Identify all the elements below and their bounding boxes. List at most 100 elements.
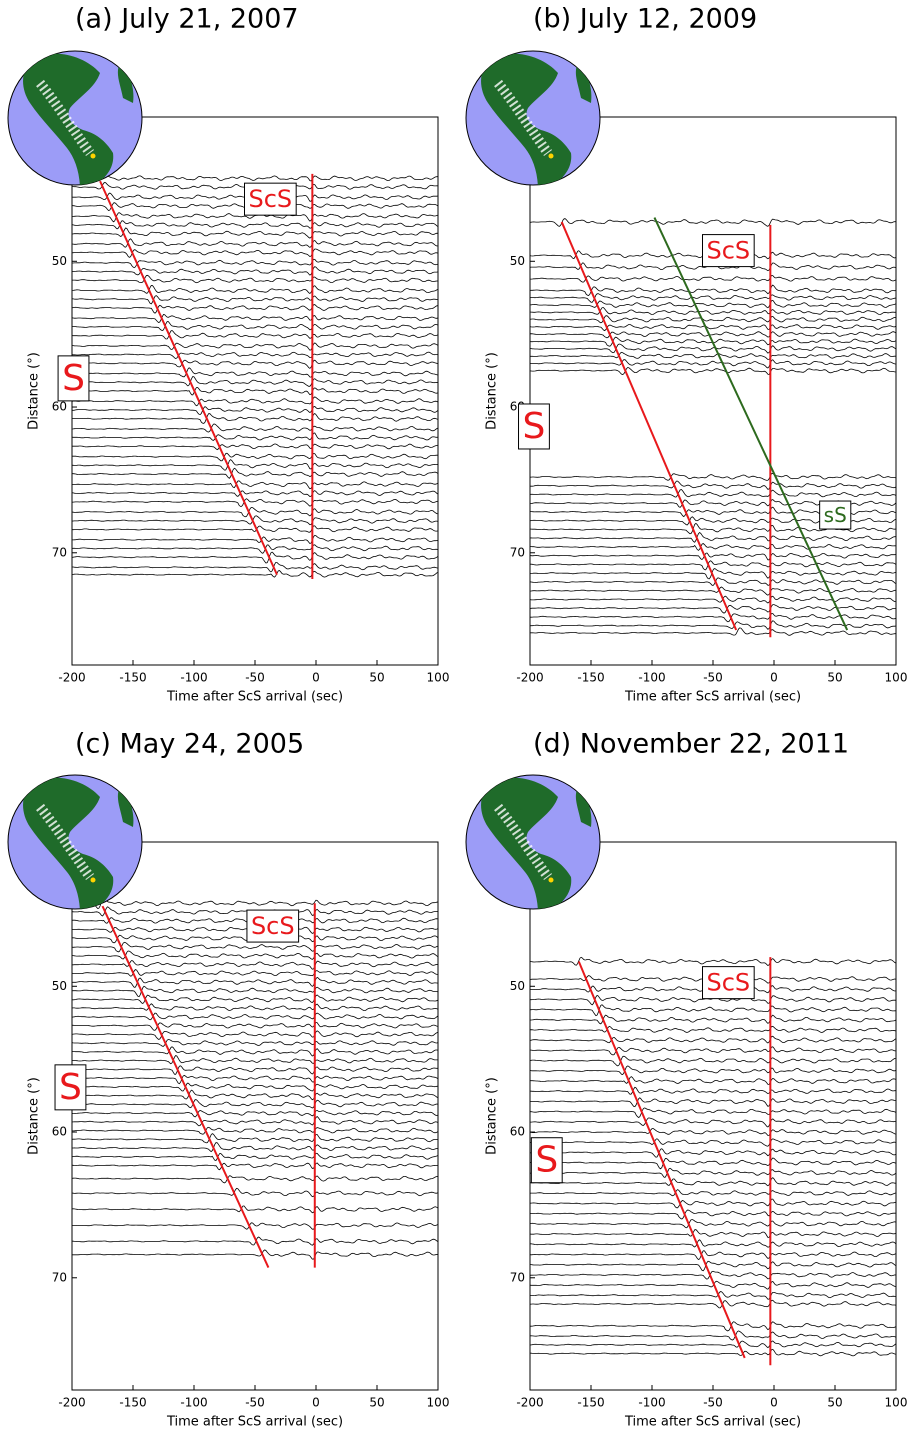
y-axis-label: Distance (°) xyxy=(27,352,42,430)
seismogram-trace xyxy=(72,1236,438,1246)
seismogram-trace xyxy=(72,968,438,977)
seismogram-trace xyxy=(72,1003,438,1012)
seismogram-trace xyxy=(530,299,896,309)
seismogram-trace xyxy=(530,472,896,481)
seismogram-trace xyxy=(72,321,438,332)
seismogram-trace xyxy=(530,1138,896,1147)
seismogram-trace xyxy=(530,620,896,630)
seismogram-trace xyxy=(530,1291,896,1300)
seismogram-trace xyxy=(72,994,438,1004)
seismogram-trace xyxy=(530,1177,896,1187)
seismogram-trace xyxy=(72,1065,438,1075)
x-tick-label: 50 xyxy=(827,1396,842,1410)
phase-label-box xyxy=(530,1137,563,1184)
panel-title: (a) July 21, 2007 xyxy=(75,4,299,35)
seismogram-trace xyxy=(72,1126,438,1135)
x-tick-label: 100 xyxy=(427,1396,450,1410)
seismogram-trace xyxy=(72,985,438,998)
seismogram-trace xyxy=(530,586,896,596)
x-tick-label: 0 xyxy=(770,671,778,685)
seismogram-trace xyxy=(72,1099,438,1109)
x-axis-label: Time after ScS arrival (sec) xyxy=(166,1415,343,1430)
seismogram-trace xyxy=(530,324,896,332)
seismogram-trace xyxy=(530,293,896,303)
seismogram-trace xyxy=(72,443,438,451)
seismogram-trace xyxy=(72,351,438,360)
seismogram-trace xyxy=(72,1021,438,1031)
seismogram-trace xyxy=(530,1117,896,1128)
seismogram-trace xyxy=(72,359,438,369)
seismogram-trace xyxy=(530,218,896,227)
phase-label: S xyxy=(535,1140,558,1181)
phase-label-box xyxy=(244,182,297,216)
seismogram-trace xyxy=(72,467,438,479)
seismogram-trace xyxy=(530,531,896,543)
seismogram-trace xyxy=(72,432,438,441)
phase-line xyxy=(653,217,849,631)
seismogram-trace xyxy=(72,1115,438,1127)
seismogram-trace xyxy=(530,627,896,636)
globe-inset xyxy=(466,51,600,190)
seismogram-trace xyxy=(72,423,438,433)
seismogram-trace xyxy=(72,534,438,544)
y-tick-label: 50 xyxy=(510,254,525,268)
seismogram-trace xyxy=(530,595,896,604)
plot-frame xyxy=(529,841,897,1391)
seismogram-trace xyxy=(530,1189,896,1197)
phase-label-box xyxy=(246,909,300,943)
panel-title: (c) May 24, 2005 xyxy=(75,729,304,760)
seismogram-trace xyxy=(72,1030,438,1040)
seismogram-trace xyxy=(72,976,438,988)
seismogram-trace xyxy=(72,1133,438,1144)
seismogram-trace xyxy=(530,1229,896,1238)
phase-line xyxy=(577,961,746,1359)
seismogram-trace xyxy=(530,1330,896,1341)
seismogram-trace xyxy=(72,376,438,387)
seismogram-trace xyxy=(530,1209,896,1220)
x-tick-label: 0 xyxy=(770,1396,778,1410)
seismogram-trace xyxy=(72,1054,438,1065)
seismogram-trace xyxy=(530,1157,896,1170)
traces xyxy=(530,956,896,1357)
seismogram-trace xyxy=(530,1097,896,1108)
seismogram-trace xyxy=(530,1260,896,1272)
seismogram-trace xyxy=(72,248,438,258)
seismogram-trace xyxy=(530,275,896,283)
seismogram-trace xyxy=(530,284,896,296)
seismogram-trace xyxy=(530,489,896,498)
phase-label: S xyxy=(62,358,85,399)
seismogram-trace xyxy=(72,387,438,396)
seismogram-trace xyxy=(530,1198,896,1209)
seismogram-trace xyxy=(530,1046,896,1056)
seismogram-trace xyxy=(530,1076,896,1085)
seismogram-trace xyxy=(72,459,438,471)
seismogram-trace xyxy=(72,551,438,564)
seismogram-trace xyxy=(72,960,438,970)
seismogram-trace xyxy=(72,412,438,424)
seismogram-trace xyxy=(72,258,438,269)
seismogram-trace xyxy=(72,1187,438,1198)
panel-title: (b) July 12, 2009 xyxy=(533,4,757,35)
seismogram-trace xyxy=(72,1249,438,1260)
seismogram-trace xyxy=(530,1025,896,1033)
seismogram-trace xyxy=(72,1074,438,1085)
seismogram-trace xyxy=(72,1038,438,1047)
seismogram-trace xyxy=(72,452,438,462)
phase-label: S xyxy=(523,406,546,447)
x-tick-label: -150 xyxy=(119,671,146,685)
seismogram-trace xyxy=(72,1089,438,1101)
panel: (a) July 21, 2007 -200 -150 -100 -50 0 50 100 50… xyxy=(27,4,450,705)
seismogram-trace xyxy=(72,525,438,533)
phase-label: ScS xyxy=(251,912,295,940)
seismogram-trace xyxy=(530,359,896,369)
y-tick-label: 50 xyxy=(52,254,67,268)
seismogram-trace xyxy=(530,1107,896,1118)
phase-label: S xyxy=(59,1067,82,1108)
traces xyxy=(530,218,896,636)
phase-label: ScS xyxy=(707,237,751,265)
seismogram-trace xyxy=(72,1109,438,1118)
x-tick-label: 100 xyxy=(885,671,908,685)
y-axis-label: Distance (°) xyxy=(27,1077,42,1155)
seismogram-trace xyxy=(72,570,438,578)
